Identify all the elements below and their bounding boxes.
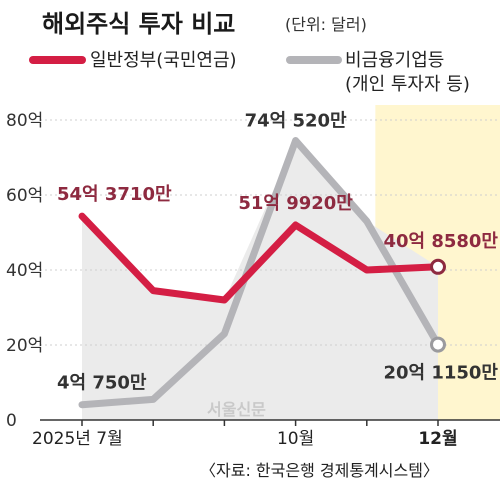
y-axis-ticks: 0 20억 40억 60억 80억: [6, 111, 43, 431]
y-tick-label: 40억: [6, 261, 43, 281]
chart-title: 해외주식 투자 비교: [42, 10, 235, 38]
y-tick-label: 60억: [6, 186, 43, 206]
y-tick-label: 20억: [6, 336, 43, 356]
x-tick-label: 10월: [277, 429, 314, 449]
y-tick-label: 0: [6, 411, 17, 431]
data-label-private: 74억 520만: [245, 111, 347, 132]
area-fill: [82, 140, 438, 421]
data-label-government: 40억 8580만: [383, 231, 498, 252]
source-note: 〈자료: 한국은행 경제통계시스템〉: [200, 461, 439, 480]
gridlines: [40, 119, 500, 346]
series-lines: [78, 137, 442, 409]
y-tick-label: 80억: [6, 111, 43, 131]
x-axis-ticks: 2025년 7월 10월 12월: [32, 420, 458, 449]
legend-label-government: 일반정부(국민연금): [90, 50, 237, 71]
data-label-government: 51억 9920만: [238, 193, 353, 214]
x-tick-label: 12월: [418, 429, 457, 449]
unit-label: (단위: 달러): [285, 15, 367, 34]
data-label-government: 54억 3710만: [57, 184, 172, 205]
end-markers: [430, 258, 446, 353]
legend: 일반정부(국민연금) 비금융기업등 (개인 투자자 등): [29, 50, 470, 95]
end-marker-private: [430, 336, 446, 353]
legend-label-private-sub: (개인 투자자 등): [345, 74, 470, 95]
data-label-private: 4억 750만: [57, 373, 147, 394]
end-marker-government: [430, 258, 446, 275]
series-line-private: [78, 137, 442, 409]
series-line-government: [78, 212, 442, 304]
watermark: 서울신문: [207, 400, 266, 419]
data-label-private: 20억 1150만: [383, 363, 498, 384]
x-tick-label: 2025년 7월: [32, 429, 123, 449]
legend-label-private: 비금융기업등: [345, 50, 444, 71]
data-labels: 54억 3710만 51억 9920만 40억 8580만 4억 750만 74억 52…: [57, 111, 498, 394]
